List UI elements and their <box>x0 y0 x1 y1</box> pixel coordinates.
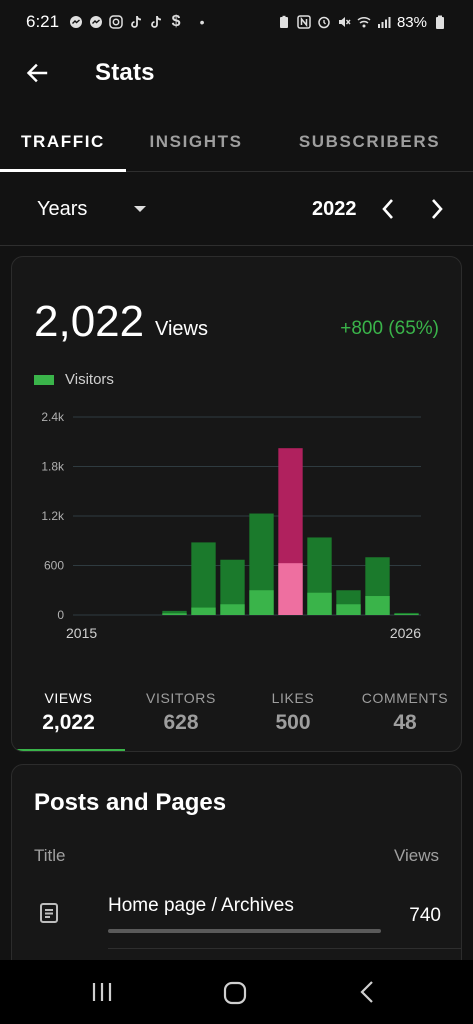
wifi-icon <box>357 15 371 29</box>
stats-card: 2,022 Views +800 (65%) Visitors 2.4k 1.8k… <box>11 256 462 752</box>
y-tick-label: 1.2k <box>41 509 65 523</box>
back-button[interactable] <box>22 58 52 88</box>
recent-apps-icon[interactable] <box>88 980 116 1004</box>
nfc-icon <box>297 15 311 29</box>
battery-percent: 83% <box>396 13 427 31</box>
period-dropdown[interactable]: Years <box>24 188 164 230</box>
summary-visitors[interactable]: VISITORS 628 <box>125 682 237 751</box>
header: Stats <box>0 44 473 104</box>
column-title-header: Title <box>34 846 66 865</box>
dollar-icon: $ <box>171 13 181 30</box>
summary-comments[interactable]: COMMENTS 48 <box>349 682 461 751</box>
summary-comments-value: 48 <box>393 711 417 734</box>
summary-comments-label: COMMENTS <box>361 690 449 706</box>
summary-likes-value: 500 <box>275 711 311 734</box>
battery-saver-icon <box>277 15 291 29</box>
column-views-header: Views <box>393 846 439 865</box>
summary-views-label: VIEWS <box>44 690 93 706</box>
tab-insights[interactable]: INSIGHTS <box>149 132 243 151</box>
mute-icon <box>337 15 351 29</box>
bar-views-2018[interactable] <box>162 610 187 615</box>
bar-visitors-2025[interactable] <box>365 596 390 615</box>
tab-traffic[interactable]: TRAFFIC <box>0 113 126 172</box>
summary-visitors-value: 628 <box>163 711 199 734</box>
messenger-icon <box>69 15 83 29</box>
x-tick-label-end: 2026 <box>390 625 421 641</box>
legend-label: Visitors <box>65 371 114 388</box>
bar-visitors-2022[interactable] <box>278 563 303 615</box>
messenger-icon <box>89 15 103 29</box>
summary-views-value: 2,022 <box>42 711 95 734</box>
bar-views-2026[interactable] <box>394 612 419 615</box>
year-label: 2022 <box>312 198 357 220</box>
previous-period-button[interactable] <box>371 192 405 226</box>
summary-likes-label: LIKES <box>271 690 315 706</box>
chart-legend: Visitors <box>34 371 114 388</box>
status-time: 6:21 <box>26 12 60 31</box>
page-title: Stats <box>95 59 155 86</box>
total-views: 2,022 <box>34 297 145 346</box>
legend-swatch <box>34 374 54 385</box>
period-row: Years 2022 <box>0 172 473 246</box>
summary-likes[interactable]: LIKES 500 <box>237 682 349 751</box>
bar-visitors-2020[interactable] <box>220 604 245 615</box>
y-tick-label: 600 <box>44 559 64 573</box>
chevron-left-icon <box>382 199 393 219</box>
y-tick-label: 1.8k <box>41 460 65 474</box>
status-bar: 6:21 $ • <box>0 0 473 44</box>
notification-dot: • <box>199 14 205 30</box>
next-period-button[interactable] <box>420 192 454 226</box>
caret-down-icon <box>134 206 146 212</box>
bar-visitors-2019[interactable] <box>191 607 216 615</box>
home-icon[interactable] <box>222 980 248 1006</box>
y-tick-label: 0 <box>57 608 64 622</box>
back-icon[interactable] <box>356 979 380 1005</box>
tab-subscribers[interactable]: SUBSCRIBERS <box>298 132 441 151</box>
total-views-unit: Views <box>155 318 208 340</box>
bar-visitors-2024[interactable] <box>336 604 361 615</box>
x-tick-label-start: 2015 <box>66 625 97 641</box>
bar-visitors-2023[interactable] <box>307 592 332 615</box>
post-name: Home page / Archives <box>108 895 294 916</box>
battery-icon <box>433 15 447 29</box>
tiktok-icon <box>129 15 143 29</box>
summary-views[interactable]: VIEWS 2,022 <box>12 682 125 751</box>
post-row[interactable]: Home page / Archives 740 <box>12 883 461 949</box>
post-views: 740 <box>409 905 441 926</box>
instagram-icon <box>109 15 123 29</box>
post-divider <box>108 948 461 949</box>
signal-icon <box>377 15 391 29</box>
chevron-right-icon <box>432 199 443 219</box>
bar-views-2019[interactable] <box>191 542 216 615</box>
page-icon <box>40 903 58 923</box>
alarm-icon <box>317 15 331 29</box>
summary-visitors-label: VISITORS <box>146 690 216 706</box>
arrow-left-icon <box>26 63 48 83</box>
tiktok-icon <box>149 15 163 29</box>
posts-title: Posts and Pages <box>34 789 227 816</box>
status-left: 6:21 $ • <box>26 12 209 32</box>
post-views-bar <box>108 929 381 933</box>
summary-tabs: VIEWS 2,022 VISITORS 628 LIKES 500 COMME… <box>12 682 461 751</box>
bar-visitors-2026[interactable] <box>394 614 419 615</box>
bar-visitors-2021[interactable] <box>249 590 274 615</box>
bar-visitors-2018[interactable] <box>162 613 187 615</box>
y-tick-label: 2.4k <box>41 410 65 424</box>
status-right: 83% <box>277 14 447 31</box>
period-label: Years <box>37 197 88 220</box>
tab-bar: TRAFFIC INSIGHTS SUBSCRIBERS <box>0 113 473 172</box>
views-change: +800 (65%) <box>340 318 439 339</box>
system-nav-bar <box>0 960 473 1024</box>
posts-card: Posts and Pages Title Views Home page / … <box>11 764 462 984</box>
